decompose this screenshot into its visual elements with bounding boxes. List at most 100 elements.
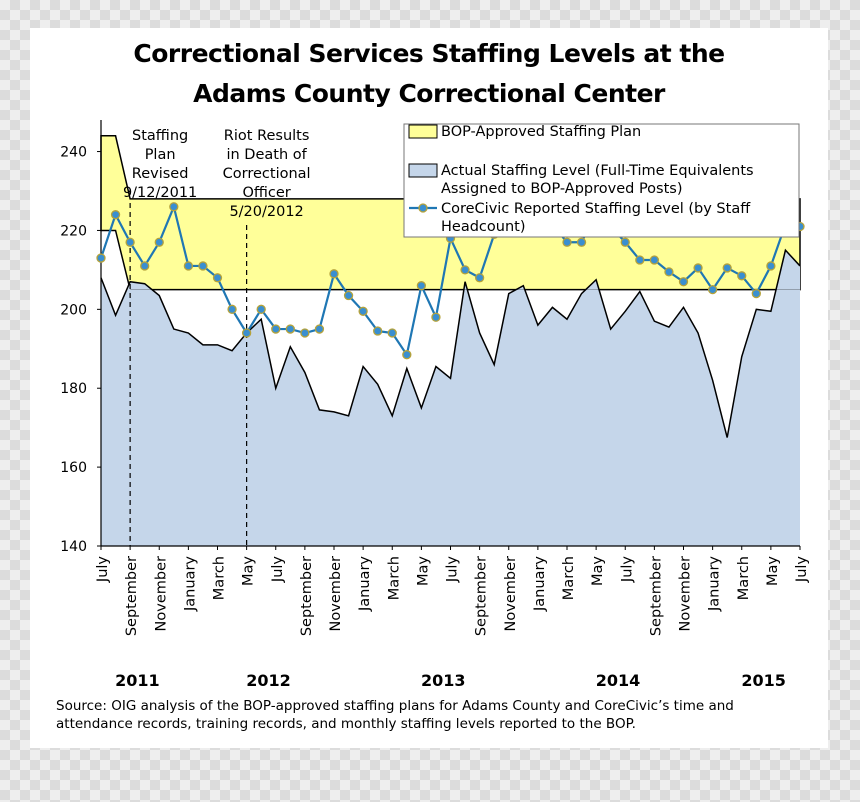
x-tick-label-3: January <box>182 556 198 612</box>
corecivic-point-9 <box>227 304 237 314</box>
annotation-1-line-2: Correctional <box>223 166 311 182</box>
x-tick-label-20: November <box>678 556 694 631</box>
corecivic-point-26 <box>474 273 485 283</box>
legend-swatch-actual <box>408 163 438 178</box>
corecivic-point-20 <box>387 328 397 338</box>
legend-swatch-corecivic-marker <box>418 203 428 213</box>
corecivic-point-14 <box>300 328 310 338</box>
corecivic-point-42 <box>707 284 718 295</box>
year-label-1: 2012 <box>246 671 291 690</box>
x-tick-label-6: July <box>270 556 286 583</box>
corecivic-point-45 <box>751 288 761 299</box>
corecivic-point-22 <box>416 281 427 291</box>
corecivic-point-10 <box>241 328 252 338</box>
legend-label-actual-1: Assigned to BOP-Approved Posts) <box>441 181 683 197</box>
x-tick-label-16: March <box>561 556 577 600</box>
chart-title: Correctional Services Staffing Levels at… <box>30 34 828 114</box>
x-tick-label-1: September <box>124 556 140 636</box>
corecivic-point-43 <box>722 263 732 273</box>
actual-area <box>101 250 800 546</box>
y-tick-label-3: 200 <box>60 302 87 318</box>
corecivic-point-40 <box>678 277 689 287</box>
annotation-1-line-3: Officer <box>242 185 290 201</box>
annotation-0: Staffing Plan Revised 9/12/2011 <box>123 128 197 201</box>
x-tick-label-15: January <box>532 556 548 612</box>
corecivic-point-23 <box>431 312 441 322</box>
corecivic-point-8 <box>212 273 223 283</box>
corecivic-point-19 <box>373 326 383 336</box>
legend-box <box>403 123 800 238</box>
x-tick-label-13: September <box>474 556 490 636</box>
x-tick-label-17: May <box>590 556 606 586</box>
annotation-1-line-4: 5/20/2012 <box>229 204 303 220</box>
corecivic-point-13 <box>285 324 295 334</box>
x-tick-label-9: January <box>357 556 373 612</box>
source-note: Source: OIG analysis of the BOP-approved… <box>56 698 734 732</box>
legend-label-corecivic-1: Headcount) <box>441 219 525 235</box>
y-tick-label-0: 140 <box>60 539 87 555</box>
annotation-0-line-1: Plan <box>145 147 176 163</box>
y-tick-label-4: 220 <box>60 223 87 239</box>
year-label-3: 2014 <box>596 671 641 690</box>
corecivic-point-2 <box>125 237 135 247</box>
x-tick-label-7: September <box>299 556 315 636</box>
legend-swatch-plan <box>408 124 438 139</box>
y-tick-label-5: 240 <box>60 145 87 161</box>
corecivic-point-4 <box>154 237 164 247</box>
year-label-0: 2011 <box>115 671 160 690</box>
x-tick-label-18: July <box>619 556 635 583</box>
corecivic-point-21 <box>402 350 412 360</box>
corecivic-point-41 <box>693 263 703 273</box>
corecivic-point-3 <box>140 261 150 271</box>
corecivic-point-38 <box>649 255 660 265</box>
x-tick-label-14: November <box>503 556 519 631</box>
corecivic-point-46 <box>766 261 776 271</box>
corecivic-point-11 <box>256 304 266 314</box>
legend-label-plan-0: BOP-Approved Staffing Plan <box>441 124 641 140</box>
legend-label-corecivic-0: CoreCivic Reported Staffing Level (by St… <box>441 201 751 217</box>
annotation-1-line-1: in Death of <box>226 147 307 163</box>
y-tick-label-2: 180 <box>60 381 87 397</box>
x-tick-label-5: May <box>241 556 257 586</box>
title-line-1: Correctional Services Staffing Levels at… <box>133 39 725 68</box>
x-tick-label-10: March <box>386 556 402 600</box>
x-tick-label-23: May <box>765 556 781 586</box>
x-tick-label-22: March <box>736 556 752 600</box>
x-tick-label-12: July <box>445 556 461 583</box>
x-tick-label-24: July <box>794 556 810 583</box>
x-tick-label-0: July <box>95 556 111 583</box>
corecivic-point-6 <box>183 261 194 271</box>
corecivic-point-0 <box>96 253 106 263</box>
corecivic-point-16 <box>329 269 339 279</box>
corecivic-point-12 <box>271 324 281 334</box>
corecivic-point-7 <box>198 261 208 271</box>
x-tick-label-11: May <box>415 556 431 586</box>
annotation-0-line-3: 9/12/2011 <box>123 185 197 201</box>
legend: BOP-Approved Staffing Plan Actual Staffin… <box>403 123 800 238</box>
y-tick-label-1: 160 <box>60 460 87 476</box>
corecivic-point-5 <box>169 202 179 212</box>
x-tick-label-4: March <box>212 556 228 600</box>
x-tick-label-21: January <box>707 556 723 612</box>
year-label-2: 2013 <box>421 671 466 690</box>
year-label-4: 2015 <box>741 671 786 690</box>
x-tick-label-2: November <box>153 556 169 631</box>
corecivic-point-33 <box>576 237 587 247</box>
corecivic-point-39 <box>664 267 674 277</box>
actual-line <box>100 248 801 438</box>
annotation-1-line-0: Riot Results <box>224 128 310 144</box>
corecivic-point-17 <box>343 290 354 301</box>
annotation-1: Riot Results in Death of Correctional Offic… <box>223 128 311 220</box>
title-line-2: Adams County Correctional Center <box>193 79 665 108</box>
corecivic-point-36 <box>620 237 630 247</box>
annotation-0-line-2: Revised <box>132 166 189 182</box>
corecivic-point-18 <box>358 306 368 316</box>
corecivic-point-44 <box>737 271 747 281</box>
corecivic-point-37 <box>635 255 645 265</box>
annotation-0-line-0: Staffing <box>132 128 188 144</box>
corecivic-point-25 <box>460 265 470 275</box>
legend-label-actual-0: Actual Staffing Level (Full-Time Equival… <box>441 163 754 179</box>
x-tick-label-19: September <box>648 556 664 636</box>
corecivic-point-32 <box>562 237 572 247</box>
